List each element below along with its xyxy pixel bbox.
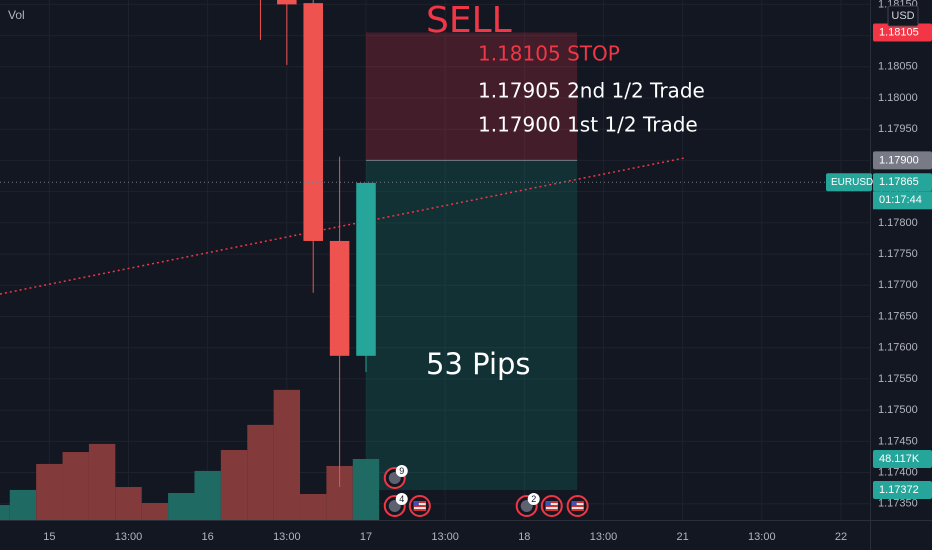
flag-stripe: [413, 505, 426, 507]
first-trade-label: 1.17900 1st 1/2 Trade: [478, 113, 698, 137]
y-tick-label: 1.18150: [878, 0, 918, 10]
x-tick-label: 13:00: [273, 531, 301, 543]
volume-bar: [88, 443, 116, 520]
volume-bar: [273, 389, 301, 520]
volume-tag-box: [873, 449, 932, 468]
target-zone: [365, 160, 578, 491]
price-tag-box: [873, 481, 932, 500]
candle-body: [329, 240, 350, 356]
flag-stripe: [545, 505, 558, 507]
x-tick-label: 13:00: [748, 531, 776, 543]
x-tick-label: 18: [518, 531, 530, 543]
flag-canton: [545, 501, 551, 506]
x-tick-label: 16: [202, 531, 214, 543]
volume-bar: [247, 424, 274, 520]
event-count: 9: [399, 466, 404, 476]
y-tick-label: 1.17600: [878, 342, 918, 354]
currency-box: [887, 5, 919, 27]
volume-bar: [352, 458, 380, 520]
x-tick-label: 13:00: [115, 531, 143, 543]
last-price-tag: 1.17865: [879, 176, 919, 188]
y-tick-label: 1.17650: [878, 310, 918, 322]
count-badge: [395, 493, 408, 505]
y-tick-label: 1.17750: [878, 248, 918, 260]
countdown: 01:17:44: [879, 194, 922, 206]
volume-bar: [62, 452, 89, 520]
y-tick-label: 1.18000: [878, 92, 918, 104]
flag-stripe: [571, 509, 584, 511]
symbol-box: [826, 173, 872, 192]
candle-body: [303, 3, 323, 241]
flag-stripe: [571, 501, 584, 503]
flag-stripe: [545, 501, 558, 503]
stop-zone: [365, 32, 578, 161]
y-tick-label: 1.17800: [878, 217, 918, 229]
volume-bar: [0, 505, 10, 520]
event-count: 2: [531, 494, 536, 504]
volume-tag: 48.117K: [879, 453, 920, 465]
event-icon: 9: [383, 465, 408, 489]
event-icon: 4: [383, 493, 408, 517]
volume-bar: [141, 503, 169, 520]
x-tick-label: 15: [43, 531, 55, 543]
sell-label: SELL: [426, 0, 512, 41]
flag-stripe: [413, 501, 426, 503]
y-tick-label: 1.17450: [878, 435, 918, 447]
volume-bar: [220, 449, 248, 520]
countdown-box: [873, 191, 932, 210]
y-tick-label: 1.17550: [878, 373, 918, 385]
flag-canton: [571, 501, 577, 506]
volume-bar: [194, 470, 221, 520]
y-tick-label: 1.17950: [878, 123, 918, 135]
x-tick-label: 17: [360, 531, 372, 543]
price-tag: 1.18105: [879, 26, 919, 38]
candle-body: [277, 0, 297, 5]
x-tick-label: 21: [677, 531, 689, 543]
stop-label: 1.18105 STOP: [478, 42, 620, 66]
volume-pane-label: Vol: [8, 8, 25, 22]
price-tag: 1.17372: [879, 484, 919, 496]
price-tag-box: [873, 23, 932, 42]
currency: USD: [891, 10, 914, 22]
y-tick-label: 1.18050: [878, 61, 918, 73]
trend-line: [0, 157, 685, 295]
count-badge: [395, 465, 408, 477]
volume-bar: [36, 463, 63, 520]
volume-bar: [115, 487, 142, 520]
x-tick-label: 22: [835, 531, 847, 543]
pips-label: 53 Pips: [426, 347, 531, 381]
volume-bar: [168, 492, 195, 520]
event-icon: 2: [515, 493, 540, 517]
plot-area: 4 9 2: [0, 0, 870, 520]
annotations: SELL 1.18105 STOP 1.17905 2nd 1/2 Trade …: [8, 0, 705, 381]
event-icon: [566, 495, 589, 517]
flag-stripe: [545, 509, 558, 511]
y-tick-label: 1.17400: [878, 466, 918, 478]
flag-stripe: [413, 509, 426, 511]
flag-canton: [413, 501, 419, 506]
y-tick-label: 1.17500: [878, 404, 918, 416]
price-tag-box: [873, 151, 932, 170]
x-tick-label: 13:00: [431, 531, 459, 543]
second-trade-label: 1.17905 2nd 1/2 Trade: [478, 79, 705, 103]
price-tag: 1.17900: [879, 154, 919, 166]
last-price-tag-box: [873, 173, 932, 192]
y-tick-label: 1.17350: [878, 498, 918, 510]
y-tick-label: 1.17700: [878, 279, 918, 291]
volume-bar: [9, 489, 37, 520]
event-count: 4: [399, 494, 404, 504]
symbol-tag: EURUSD: [831, 177, 873, 188]
volume-bar: [300, 494, 327, 520]
x-tick-label: 13:00: [590, 531, 618, 543]
candle-body: [356, 182, 376, 356]
count-badge: [527, 493, 540, 505]
event-icon: [408, 495, 431, 517]
flag-stripe: [571, 505, 584, 507]
event-icon: [540, 495, 563, 517]
